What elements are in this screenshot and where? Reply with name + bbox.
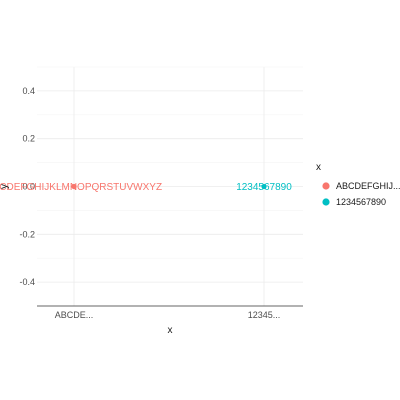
point-label: 1234567890: [236, 182, 292, 193]
data-point: [261, 183, 267, 190]
x-axis-ticks: ABCDE... 12345...: [55, 310, 281, 320]
y-tick-label: 0.0: [22, 182, 35, 192]
y-axis-ticks: -0.4 -0.2 0.0 0.2 0.4: [19, 86, 35, 287]
data-point: [71, 183, 77, 190]
y-tick-label: -0.2: [19, 229, 35, 239]
x-tick-label: 12345...: [248, 310, 281, 320]
y-tick-label: 0.4: [22, 86, 35, 96]
point-label: ABCDEFGHIJKLMNOPQRSTUVWXYZ: [0, 182, 162, 193]
legend: x ABCDEFGHIJ... 1234567890: [316, 162, 400, 207]
legend-label: ABCDEFGHIJ...: [336, 181, 400, 191]
y-tick-label: 0.2: [22, 134, 35, 144]
legend-key: [322, 198, 330, 206]
x-axis-title: x: [168, 325, 173, 336]
legend-label: 1234567890: [336, 197, 386, 207]
data-points: [71, 183, 267, 190]
y-axis-title: y: [0, 184, 10, 189]
legend-key: [322, 182, 330, 190]
y-tick-label: -0.4: [19, 277, 35, 287]
point-labels: ABCDEFGHIJKLMNOPQRSTUVWXYZ 1234567890: [0, 182, 292, 193]
legend-title: x: [316, 162, 321, 173]
x-tick-label: ABCDE...: [55, 310, 94, 320]
